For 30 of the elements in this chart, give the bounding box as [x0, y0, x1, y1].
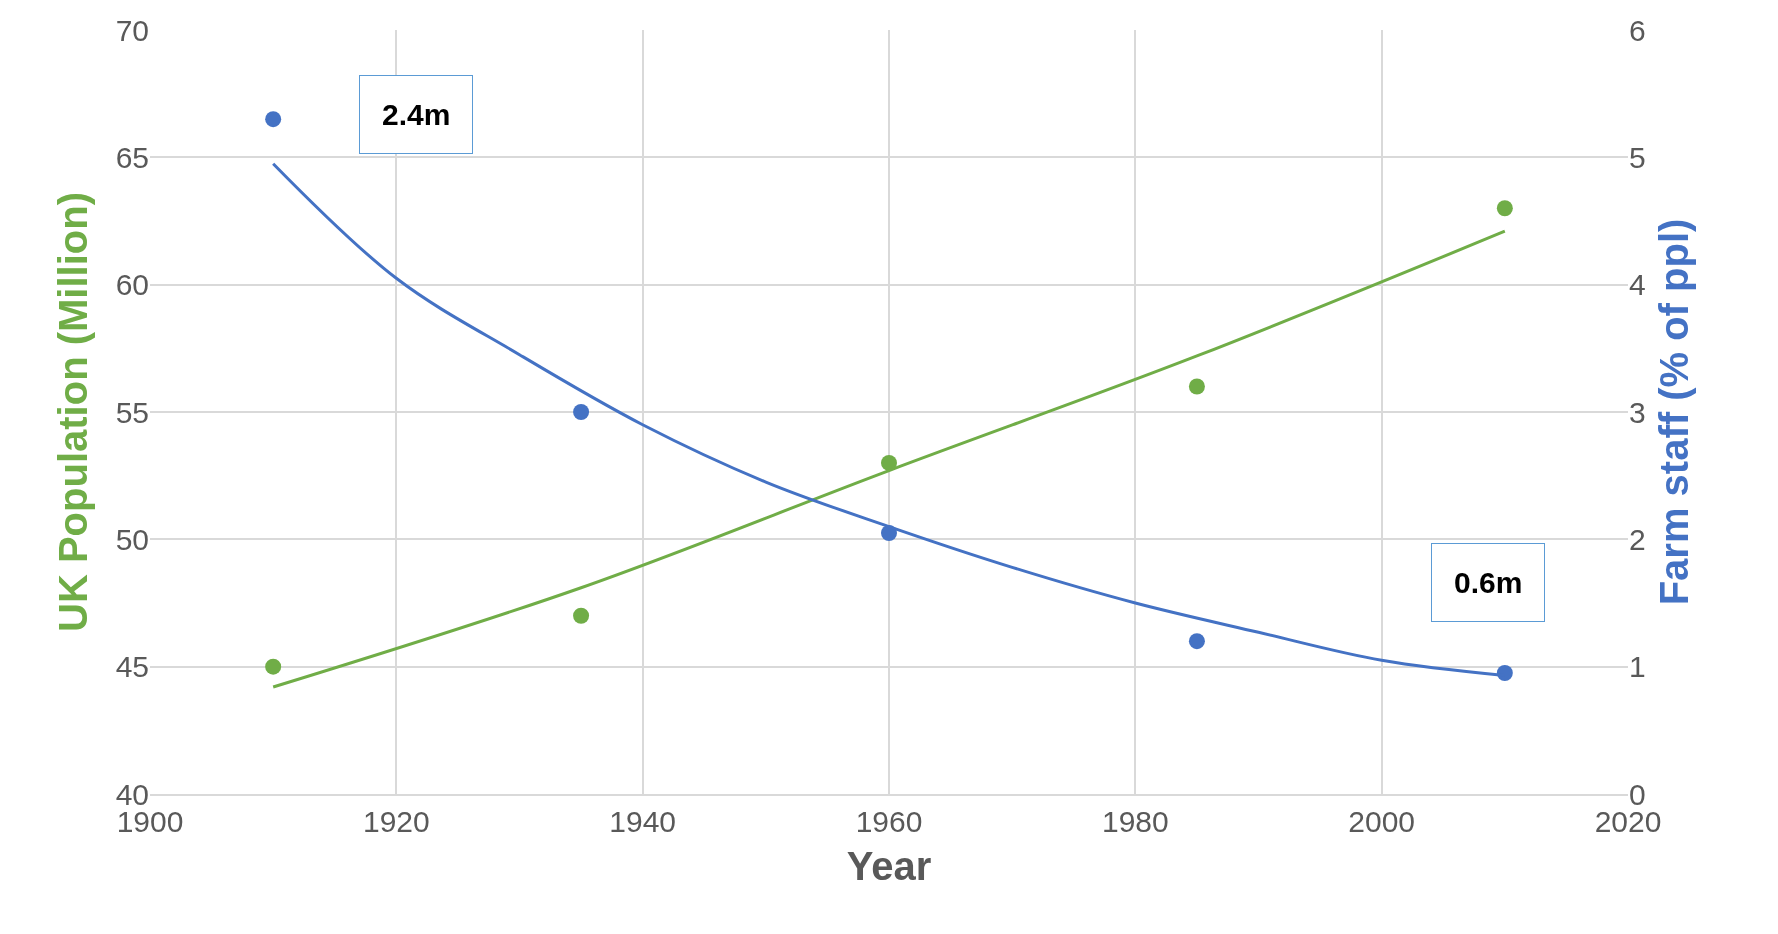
y2-axis-title: Farm staff (% of ppl) [1652, 218, 1697, 606]
y2-tick-label: 6 [1629, 13, 1646, 47]
x-tick-label: 2000 [1348, 805, 1416, 838]
x-tick-label: 1980 [1101, 805, 1169, 838]
annotation: 0.6m [1454, 566, 1523, 599]
y-tick-label: 50 [115, 522, 149, 556]
point [881, 454, 897, 471]
point [573, 404, 590, 420]
point [1188, 378, 1205, 395]
y-tick-label: 45 [115, 650, 149, 684]
y-tick-label: 55 [115, 395, 149, 429]
y2-tick-label: 4 [1629, 268, 1646, 302]
x-tick-label: 1920 [362, 805, 430, 838]
point [265, 111, 282, 128]
y2-tick-label: 2 [1629, 522, 1646, 556]
point [1496, 200, 1513, 217]
annotation: 2.4m [382, 98, 451, 131]
point [1188, 633, 1205, 650]
y2-tick-label: 1 [1629, 650, 1646, 684]
point [265, 658, 282, 675]
y-tick-label: 70 [115, 13, 149, 47]
x-axis-title: Year [846, 844, 932, 888]
x-tick-label: 1960 [855, 805, 923, 838]
y-tick-label: 65 [115, 140, 149, 174]
y-axis-title: UK Population (Million) [51, 192, 96, 632]
point [573, 607, 590, 624]
y-tick-label: 60 [115, 268, 149, 302]
y2-tick-label: 3 [1629, 395, 1646, 429]
y2-tick-label: 5 [1629, 140, 1646, 174]
x-tick-label: 1940 [609, 805, 677, 838]
